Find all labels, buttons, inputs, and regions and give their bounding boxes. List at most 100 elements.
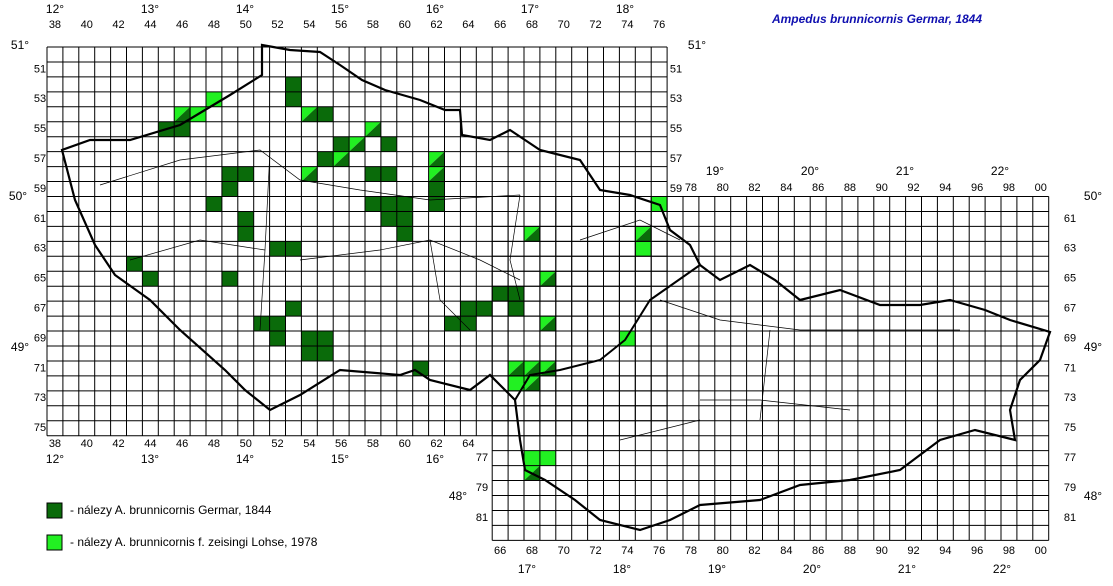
cell — [269, 241, 286, 257]
cell — [428, 151, 445, 167]
grid-label: 79 — [1064, 482, 1076, 494]
grid-label: 86 — [812, 545, 824, 557]
cell — [349, 136, 365, 152]
grid-label: 72 — [589, 545, 601, 557]
degree-label: 49° — [1084, 340, 1102, 354]
grid-label: 60 — [399, 438, 411, 450]
cell — [349, 136, 365, 152]
grid-label: 69 — [34, 332, 46, 344]
cell — [301, 166, 318, 182]
cell — [444, 316, 461, 332]
cell — [301, 331, 318, 346]
grid-label: 53 — [34, 93, 46, 105]
grid-label: 52 — [271, 19, 283, 31]
grid-label: 79 — [476, 482, 488, 494]
grid-label: 65 — [1064, 273, 1076, 285]
grid-label: 54 — [303, 438, 315, 450]
degree-label: 15° — [331, 452, 349, 466]
cell — [635, 241, 652, 257]
cell — [174, 106, 191, 122]
degree-label: 51° — [11, 38, 29, 52]
grid-label: 42 — [112, 19, 124, 31]
cell — [301, 106, 318, 122]
grid-label: 68 — [526, 545, 538, 557]
legend-swatch — [46, 502, 63, 519]
cell — [237, 166, 254, 182]
cell — [380, 166, 397, 182]
degree-label: 19° — [706, 164, 724, 178]
grid-label: 81 — [476, 512, 488, 524]
cell — [428, 151, 445, 167]
grid-label: 90 — [876, 545, 888, 557]
grid-label: 92 — [907, 545, 919, 557]
grid-cells — [126, 76, 668, 481]
grid-label: 98 — [1003, 545, 1015, 557]
grid-label: 59 — [670, 183, 682, 195]
grid-label: 74 — [621, 545, 633, 557]
cell — [333, 151, 350, 167]
degree-label: 50° — [1084, 189, 1102, 203]
cell — [524, 450, 540, 466]
grid-label: 69 — [1064, 332, 1076, 344]
legend-swatch — [46, 534, 63, 551]
grid-label: 81 — [1064, 512, 1076, 524]
grid-label: 57 — [670, 153, 682, 165]
degree-label: 18° — [613, 562, 631, 576]
degree-label: 13° — [141, 452, 159, 466]
grid-label: 46 — [176, 19, 188, 31]
grid-label: 96 — [971, 182, 983, 194]
grid-label: 62 — [430, 438, 442, 450]
cell — [301, 346, 318, 361]
cell — [508, 375, 524, 391]
degree-label: 15° — [331, 2, 349, 16]
grid-label: 78 — [685, 182, 697, 194]
cell — [237, 211, 254, 227]
grid-label: 58 — [367, 19, 379, 31]
grid-label: 80 — [717, 545, 729, 557]
cell — [365, 166, 381, 182]
grid-label: 67 — [34, 303, 46, 315]
grid-label: 66 — [494, 19, 506, 31]
grid-label: 78 — [685, 545, 697, 557]
degree-label: 17° — [521, 2, 539, 16]
grid-label: 53 — [670, 93, 682, 105]
grid-label: 55 — [34, 123, 46, 135]
cell — [539, 316, 556, 332]
grid-label: 58 — [367, 438, 379, 450]
grid-label: 54 — [303, 19, 315, 31]
cell — [460, 301, 477, 317]
grid-label: 73 — [34, 392, 46, 404]
cell — [428, 181, 445, 197]
title: Ampedus brunnicornis Germar, 1844 — [771, 12, 982, 26]
grid-label: 76 — [653, 19, 665, 31]
grid-label: 61 — [34, 213, 46, 225]
cell — [380, 211, 397, 227]
cell — [317, 151, 334, 167]
grid-label: 70 — [558, 545, 570, 557]
grid-label: 75 — [34, 422, 46, 434]
cell — [428, 196, 445, 212]
cell — [476, 301, 493, 317]
grid-label: 82 — [748, 182, 760, 194]
degree-label: 21° — [896, 164, 914, 178]
degree-label: 19° — [708, 562, 726, 576]
degree-label: 12° — [46, 452, 64, 466]
degree-label: 14° — [236, 2, 254, 16]
cell — [317, 346, 334, 361]
cell — [237, 226, 254, 242]
cell — [524, 360, 540, 376]
cell — [539, 450, 556, 466]
regions — [99, 149, 960, 441]
cell — [524, 465, 540, 481]
cell — [635, 226, 652, 242]
cell — [174, 106, 191, 122]
grid-label: 56 — [335, 438, 347, 450]
degree-label: 14° — [236, 452, 254, 466]
grid-label: 84 — [780, 545, 792, 557]
cell — [524, 226, 540, 242]
cell — [285, 241, 302, 257]
grid-label: 38 — [49, 438, 61, 450]
grid-label: 63 — [34, 243, 46, 255]
degree-label: 12° — [46, 2, 64, 16]
grid-label: 52 — [271, 438, 283, 450]
